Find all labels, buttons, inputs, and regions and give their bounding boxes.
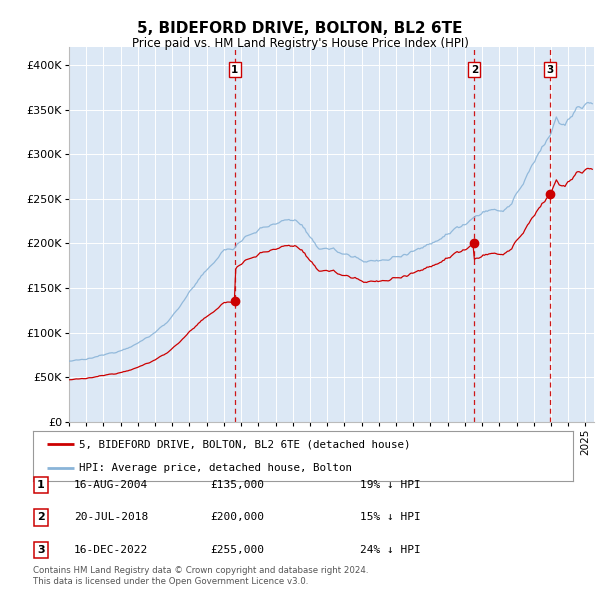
Text: 3: 3 [37,545,44,555]
Text: 2: 2 [471,64,478,74]
Text: £255,000: £255,000 [210,545,264,555]
Text: 20-JUL-2018: 20-JUL-2018 [74,513,148,522]
Text: 15% ↓ HPI: 15% ↓ HPI [360,513,421,522]
Text: 16-DEC-2022: 16-DEC-2022 [74,545,148,555]
Text: HPI: Average price, detached house, Bolton: HPI: Average price, detached house, Bolt… [79,463,352,473]
Text: 3: 3 [547,64,554,74]
Text: 5, BIDEFORD DRIVE, BOLTON, BL2 6TE (detached house): 5, BIDEFORD DRIVE, BOLTON, BL2 6TE (deta… [79,439,410,449]
Text: 1: 1 [37,480,44,490]
Text: 1: 1 [231,64,238,74]
Text: £135,000: £135,000 [210,480,264,490]
Text: 5, BIDEFORD DRIVE, BOLTON, BL2 6TE: 5, BIDEFORD DRIVE, BOLTON, BL2 6TE [137,21,463,35]
Text: 2: 2 [37,513,44,522]
Text: Contains HM Land Registry data © Crown copyright and database right 2024.
This d: Contains HM Land Registry data © Crown c… [33,566,368,586]
Text: 19% ↓ HPI: 19% ↓ HPI [360,480,421,490]
Text: 16-AUG-2004: 16-AUG-2004 [74,480,148,490]
Text: Price paid vs. HM Land Registry's House Price Index (HPI): Price paid vs. HM Land Registry's House … [131,37,469,50]
Text: 24% ↓ HPI: 24% ↓ HPI [360,545,421,555]
Text: £200,000: £200,000 [210,513,264,522]
